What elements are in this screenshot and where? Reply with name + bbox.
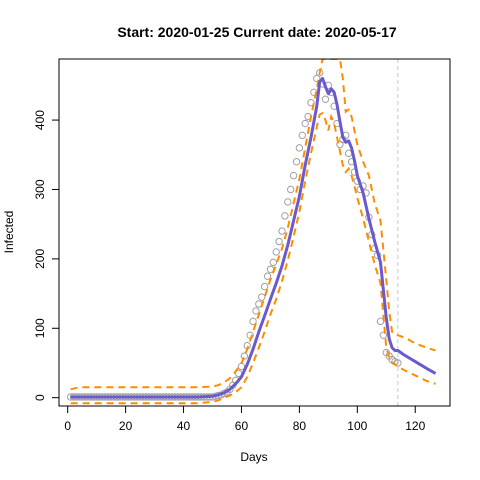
plot-area [66,59,437,406]
observed-point [307,99,315,107]
observed-point [321,95,330,103]
x-tick-label: 120 [405,419,425,433]
observed-point [298,131,306,140]
x-tick-label: 100 [347,419,367,433]
observed-point [240,352,249,360]
observed-point [394,359,402,367]
observed-point [284,198,292,206]
y-tick-label: 0 [33,394,47,401]
x-axis: 0 20 40 60 80 100 120 [64,406,426,433]
lower-bound-line [70,111,436,405]
y-tick-label: 100 [33,318,47,338]
observed-point [252,307,260,315]
observed-point [249,317,257,326]
x-tick-label: 0 [64,419,71,433]
observed-point [278,227,286,235]
x-tick-label: 80 [293,419,307,433]
y-tick-label: 400 [33,110,47,130]
x-tick-label: 20 [119,419,133,433]
observed-point [269,258,278,267]
y-axis: 0 100 200 300 400 [33,110,59,401]
x-axis-label: Days [240,450,267,464]
fit-line [70,76,437,399]
x-tick-label: 40 [177,419,191,433]
observed-point [287,185,295,194]
observed-point [289,171,298,180]
observed-point [263,272,272,280]
observed-point [295,144,304,152]
chart-title: Start: 2020-01-25 Current date: 2020-05-… [117,24,397,40]
observed-point [272,248,280,256]
observed-point [275,237,283,246]
observed-point [260,282,269,291]
observed-point [313,74,321,83]
observed-point [301,119,309,128]
y-axis-label: Infected [2,211,16,254]
y-tick-label: 300 [33,179,47,199]
observed-point [258,293,266,301]
observed-point [292,158,301,166]
x-tick-label: 60 [235,419,249,433]
observed-point [379,331,388,339]
plot-frame [58,58,451,407]
upper-bound-line [70,59,436,391]
observed-point [281,212,289,220]
y-tick-label: 200 [33,249,47,269]
